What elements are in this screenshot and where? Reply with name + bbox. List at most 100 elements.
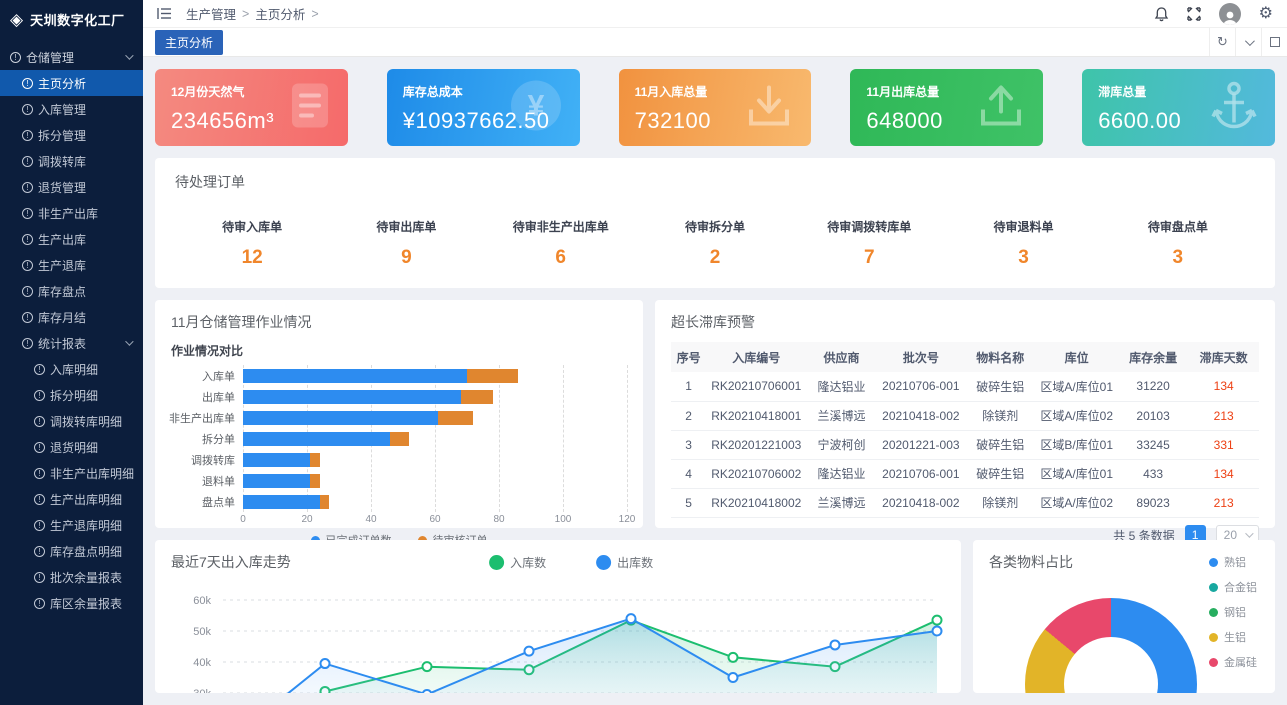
sidebar-item[interactable]: ! 生产退库明细 bbox=[0, 512, 143, 538]
pending-order-item[interactable]: 待审入库单 12 bbox=[175, 218, 329, 269]
bar-chart-title: 11月仓储管理作业情况 bbox=[171, 314, 312, 330]
topbar-actions: ⚙ bbox=[1154, 2, 1273, 25]
fullscreen-icon[interactable] bbox=[1186, 6, 1201, 21]
sidebar-item[interactable]: ! 拆分明细 bbox=[0, 382, 143, 408]
x-tick-label: 0 bbox=[240, 514, 246, 525]
bar-segment-已完成订单数 bbox=[243, 410, 439, 425]
legend-item[interactable]: 生铝 bbox=[1209, 629, 1257, 645]
sidebar-collapse-icon[interactable] bbox=[157, 7, 172, 20]
breadcrumb-item[interactable]: 生产管理 bbox=[186, 8, 237, 22]
legend-item[interactable]: 熟铝 bbox=[1209, 554, 1257, 570]
pending-order-item[interactable]: 待审盘点单 3 bbox=[1101, 218, 1255, 269]
sidebar-item[interactable]: ! 调拨转库明细 bbox=[0, 408, 143, 434]
sidebar-item[interactable]: ! 主页分析 bbox=[0, 70, 143, 96]
stacked-bar[interactable] bbox=[243, 389, 627, 404]
sidebar-item[interactable]: ! 仓储管理 bbox=[0, 44, 143, 70]
table-column-header: 供应商 bbox=[806, 342, 877, 372]
pending-order-item[interactable]: 待审退料单 3 bbox=[946, 218, 1100, 269]
bar-category-label: 非生产出库单 bbox=[169, 412, 235, 425]
stat-card[interactable]: 滞库总量 6600.00 bbox=[1082, 69, 1275, 146]
work-bar-chart-panel: 11月仓储管理作业情况 作业情况对比 入库单 出库单 非生产出库单 拆分单 调拨转库 退料… bbox=[155, 300, 643, 547]
stat-card[interactable]: 11月入库总量 732100 bbox=[618, 69, 812, 146]
legend-label: 合金铝 bbox=[1224, 582, 1257, 594]
stacked-bar[interactable] bbox=[243, 473, 627, 488]
bar-row bbox=[243, 491, 627, 512]
bar-segment-已完成订单数 bbox=[243, 368, 467, 383]
legend-item[interactable]: 合金铝 bbox=[1209, 579, 1257, 595]
bar-chart-categories: 入库单 出库单 非生产出库单 拆分单 调拨转库 退料单 盘点单 bbox=[169, 365, 243, 528]
sidebar-item[interactable]: ! 拆分管理 bbox=[0, 122, 143, 148]
sidebar-item[interactable]: ! 库区余量报表 bbox=[0, 590, 143, 616]
chevron-down-icon[interactable] bbox=[1235, 28, 1261, 56]
gridline bbox=[563, 365, 564, 512]
circle-exclamation-icon: ! bbox=[22, 207, 33, 219]
stacked-bar[interactable] bbox=[243, 410, 627, 425]
bar-chart: 入库单 出库单 非生产出库单 拆分单 调拨转库 退料单 盘点单 0 20 40 60 80 100 12… bbox=[169, 365, 635, 528]
table-cell: 隆达铝业 bbox=[806, 459, 877, 489]
pending-order-item[interactable]: 待审非生产出库单 6 bbox=[484, 218, 638, 269]
legend-item[interactable]: 出库数 bbox=[596, 554, 653, 571]
user-avatar[interactable] bbox=[1218, 2, 1241, 25]
sidebar-item[interactable]: ! 库存月结 bbox=[0, 304, 143, 330]
bar-segment-已完成订单数 bbox=[243, 494, 320, 509]
notification-bell-icon[interactable] bbox=[1154, 6, 1169, 22]
pending-order-value: 2 bbox=[709, 247, 721, 268]
table-row[interactable]: 1 RK20210706001 隆达铝业 20210706-001 破碎生铝 区域A/库位… bbox=[671, 372, 1259, 402]
sidebar-item[interactable]: ! 非生产出库明细 bbox=[0, 460, 143, 486]
pending-order-label: 待审调拨转库单 bbox=[827, 220, 912, 234]
circle-exclamation-icon: ! bbox=[34, 467, 45, 479]
table-cell: 隆达铝业 bbox=[806, 372, 877, 402]
pending-order-item[interactable]: 待审拆分单 2 bbox=[638, 218, 792, 269]
stacked-bar[interactable] bbox=[243, 452, 627, 467]
pending-order-value: 3 bbox=[1172, 247, 1184, 268]
sidebar-item[interactable]: ! 库存盘点 bbox=[0, 278, 143, 304]
table-row[interactable]: 3 RK20201221003 宁波柯创 20201221-003 破碎生铝 区域B/库位… bbox=[671, 430, 1259, 460]
sidebar-item[interactable]: ! 入库明细 bbox=[0, 356, 143, 382]
sidebar-item[interactable]: ! 退货明细 bbox=[0, 434, 143, 460]
stat-card[interactable]: 11月出库总量 648000 bbox=[850, 69, 1044, 146]
sidebar-item[interactable]: ! 统计报表 bbox=[0, 330, 143, 356]
table-column-header: 序号 bbox=[671, 342, 707, 372]
sidebar-item[interactable]: ! 入库管理 bbox=[0, 96, 143, 122]
line-chart: 60k50k40k30k(KG) bbox=[171, 578, 945, 693]
sidebar-item[interactable]: ! 生产退库 bbox=[0, 252, 143, 278]
sidebar-item[interactable]: ! 调拨转库 bbox=[0, 148, 143, 174]
table-row[interactable]: 2 RK20210418001 兰溪博远 20210418-002 除镁剂 区域A/库位0… bbox=[671, 401, 1259, 431]
maximize-box-icon[interactable] bbox=[1261, 28, 1287, 56]
stacked-bar[interactable] bbox=[243, 368, 627, 383]
settings-gear-icon[interactable]: ⚙ bbox=[1258, 4, 1273, 22]
table-cell: 213 bbox=[1188, 488, 1259, 518]
sidebar-item[interactable]: ! 批次余量报表 bbox=[0, 564, 143, 590]
stacked-bar[interactable] bbox=[243, 494, 627, 509]
pending-order-item[interactable]: 待审出库单 9 bbox=[329, 218, 483, 269]
table-row[interactable]: 5 RK20210418002 兰溪博远 20210418-002 除镁剂 区域A/库位0… bbox=[671, 488, 1259, 518]
legend-item[interactable]: 钢铝 bbox=[1209, 604, 1257, 620]
table-cell: RK20210418001 bbox=[706, 401, 807, 431]
sidebar-menu: ! 仓储管理! 主页分析! 入库管理! 拆分管理! 调拨转库! 退货管理! 非生产出库! 生产出… bbox=[0, 44, 143, 616]
refresh-icon[interactable]: ↻ bbox=[1209, 28, 1235, 56]
stagnant-table-title: 超长滞库预警 bbox=[671, 314, 755, 330]
bar-category-label: 出库单 bbox=[202, 391, 235, 404]
sidebar-item-label: 统计报表 bbox=[38, 336, 87, 351]
table-cell: 破碎生铝 bbox=[964, 372, 1036, 402]
sidebar-item[interactable]: ! 非生产出库 bbox=[0, 200, 143, 226]
table-row[interactable]: 4 RK20210706002 隆达铝业 20210706-001 破碎生铝 区域A/库位… bbox=[671, 459, 1259, 489]
legend-item[interactable]: 金属硅 bbox=[1209, 654, 1257, 670]
stat-card[interactable]: 12月份天然气 234656m³ bbox=[155, 69, 348, 146]
circle-exclamation-icon: ! bbox=[22, 311, 33, 323]
table-cell: RK20201221003 bbox=[706, 430, 807, 460]
sidebar-item[interactable]: ! 退货管理 bbox=[0, 174, 143, 200]
tab-home-analysis[interactable]: 主页分析 bbox=[155, 29, 224, 55]
sidebar-item[interactable]: ! 生产出库明细 bbox=[0, 486, 143, 512]
app-logo[interactable]: ◈ 天圳数字化工厂 bbox=[0, 0, 143, 38]
pending-order-item[interactable]: 待审调拨转库单 7 bbox=[792, 218, 946, 269]
sidebar-item[interactable]: ! 生产出库 bbox=[0, 226, 143, 252]
stat-card[interactable]: 库存总成本 ¥10937662.50 ¥ bbox=[386, 69, 580, 146]
bar-segment-待审核订单 bbox=[438, 410, 474, 425]
legend-item[interactable]: 入库数 bbox=[489, 554, 546, 571]
table-cell: RK20210418002 bbox=[706, 488, 807, 518]
breadcrumb-item[interactable]: 主页分析 bbox=[255, 8, 306, 22]
sidebar-item[interactable]: ! 库存盘点明细 bbox=[0, 538, 143, 564]
stacked-bar[interactable] bbox=[243, 431, 627, 446]
legend-dot bbox=[1209, 582, 1218, 592]
